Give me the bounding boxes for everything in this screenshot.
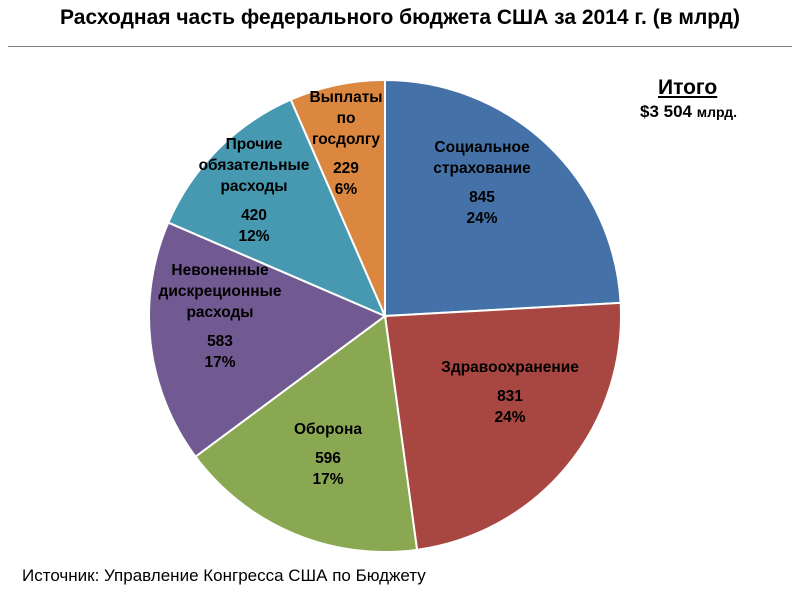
pie-slice-4 [148,221,387,459]
slice-label-2: Здравоохранение 831 24% [441,359,579,426]
slice-value-text: 831 [497,388,523,405]
slice-name-text: госдолгу [312,131,380,148]
total-label: Итого [658,76,718,99]
pie-slice-1 [384,78,622,318]
pie-slice-6 [289,78,386,317]
slice-name-text: Социальное [434,139,530,156]
slice-name-text: расходы [186,304,253,321]
slice-name-text: страхование [433,160,531,177]
slice-percent-text: 6% [335,181,358,198]
slice-value-text: 583 [207,333,233,350]
slice-name-text: Выплаты [309,89,382,106]
slice-name-text: Прочие [226,136,283,153]
slice-name-text: обязательные [199,157,310,174]
total-value: $3 504 млрд. [640,102,780,122]
total-amount: $3 504 [640,102,692,121]
title-divider [8,46,792,47]
slice-label-3: Оборона 596 17% [294,421,362,488]
slice-name-text: дискреционные [159,283,282,300]
slice-label-5: Прочие обязательные расходы 420 12% [199,136,310,245]
slice-label-1: Социальное страхование 845 24% [433,139,531,227]
pie-slice-5 [166,98,387,318]
slice-value-text: 596 [315,450,341,467]
slice-label-4: Невоненные дискреционные расходы 583 17% [159,262,282,371]
chart-title: Расходная часть федерального бюджета США… [60,6,740,29]
slice-percent-text: 17% [204,354,235,371]
slice-percent-text: 12% [238,228,269,245]
slice-value-text: 420 [241,207,267,224]
slice-percent-text: 17% [312,471,343,488]
total-box: Итого $3 504 млрд. [640,76,780,122]
slice-name-text: Невоненные [171,262,269,279]
slice-percent-text: 24% [494,409,525,426]
total-unit: млрд. [696,104,737,120]
slice-name-text: расходы [220,178,287,195]
slice-percent-text: 24% [466,210,497,227]
pie-slice-2 [383,301,623,551]
slice-name-text: Оборона [294,421,362,438]
pie-slice-3 [194,314,419,553]
slice-value-text: 229 [333,160,359,177]
slice-name-text: по [337,110,356,127]
slice-name-text: Здравоохранение [441,359,579,376]
source-note: Источник: Управление Конгресса США по Бю… [22,566,426,585]
slice-value-text: 845 [469,189,495,206]
slice-label-6: Выплаты по госдолгу 229 6% [309,89,382,198]
